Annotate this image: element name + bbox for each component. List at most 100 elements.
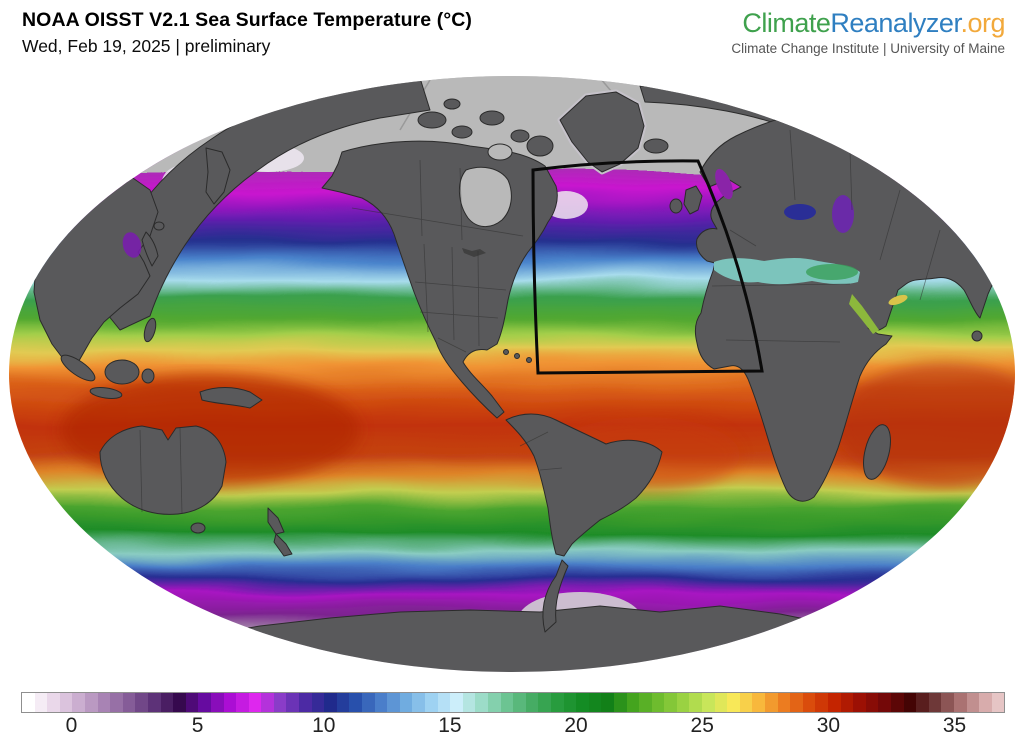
sea-ice-labrador <box>544 191 588 219</box>
colorbar-block <box>941 693 954 712</box>
japan-islands <box>141 231 159 267</box>
colorbar-block <box>500 693 514 712</box>
colorbar-block <box>802 693 816 712</box>
colorbar-tick-label: 30 <box>816 714 841 737</box>
sea-mediterranean <box>714 257 860 285</box>
colorbar-block <box>865 693 879 712</box>
greenland-ice-fringe <box>557 89 647 175</box>
colorbar-block <box>777 693 791 712</box>
ice-shelf-ross <box>325 618 475 650</box>
sea-black <box>784 204 816 220</box>
colorbar-block <box>538 693 551 712</box>
site-logo[interactable]: ClimateReanalyzer.org Climate Change Ins… <box>731 8 1005 56</box>
colorbar-block <box>790 693 803 712</box>
colorbar-block <box>160 693 174 712</box>
colorbar-block <box>72 693 85 712</box>
greenland <box>559 91 645 173</box>
colorbar-block <box>374 693 388 712</box>
graticule-line <box>599 77 641 126</box>
colorbar-block <box>173 693 186 712</box>
sri-lanka <box>971 330 983 342</box>
sea-ice-bering <box>232 144 304 172</box>
colorbar-tick-label: 15 <box>438 714 462 737</box>
header: NOAA OISST V2.1 Sea Surface Temperature … <box>22 9 472 57</box>
colorbar-block <box>59 693 73 712</box>
colorbar-block <box>676 693 690 712</box>
colorbar-block <box>916 693 929 712</box>
colorbar-block <box>689 693 703 712</box>
great-lakes <box>462 248 486 257</box>
colorbar <box>21 692 1005 713</box>
country-borders <box>139 129 941 515</box>
colorbar-tick-label: 5 <box>191 714 204 737</box>
colorbar-block <box>299 693 312 712</box>
colorbar-block <box>613 693 627 712</box>
date-subtitle: Wed, Feb 19, 2025 | preliminary <box>22 36 271 56</box>
colorbar-block <box>236 693 249 712</box>
region-highlight-box <box>531 159 764 375</box>
colorbar-block <box>714 693 728 712</box>
warm-band-south-atlantic <box>550 417 740 493</box>
colorbar-block <box>437 693 451 712</box>
graticule-line <box>399 79 431 131</box>
colorbar-block <box>563 693 577 712</box>
arctic-ice-cap <box>9 76 1015 172</box>
logo-word-reanalyzer: Reanalyzer <box>830 8 961 38</box>
colorbar-block <box>928 693 942 712</box>
colorbar-block <box>966 693 980 712</box>
madagascar <box>863 424 891 480</box>
continent-antarctica <box>119 605 1001 672</box>
sea-of-japan <box>122 232 142 258</box>
sea-red <box>849 294 879 334</box>
caribbean-island <box>514 353 520 359</box>
philippines <box>143 317 157 343</box>
colorbar-tick-labels: 0 5 10 15 20 25 30 35 <box>21 714 1005 740</box>
colorbar-block <box>34 693 48 712</box>
warm-pool-west-pacific <box>60 375 360 485</box>
continent-south-america <box>505 413 663 557</box>
colorbar-tick-label: 20 <box>564 714 588 737</box>
colorbar-block <box>110 693 123 712</box>
colorbar-block <box>210 693 224 712</box>
continent-north-america <box>321 140 558 419</box>
colorbar-block <box>84 693 98 712</box>
colorbar-block <box>601 693 614 712</box>
colorbar-block <box>576 693 589 712</box>
colorbar-block <box>991 693 1005 712</box>
colorbar-block <box>525 693 539 712</box>
colorbar-block <box>626 693 640 712</box>
colorbar-block <box>651 693 665 712</box>
logo-wordmark: ClimateReanalyzer.org <box>731 8 1005 39</box>
continent-east-asia <box>33 175 159 367</box>
caribbean-island <box>526 357 532 363</box>
hudson-bay-ice <box>459 166 512 227</box>
colorbar-block <box>475 693 488 712</box>
japan-hokkaido <box>153 221 165 231</box>
colorbar-tick-label: 10 <box>312 714 336 737</box>
new-guinea <box>199 387 263 409</box>
colorbar-block <box>387 693 400 712</box>
arctic-islands <box>417 111 447 129</box>
colorbar-block <box>248 693 262 712</box>
arctic-islands <box>451 125 473 139</box>
sumatra <box>60 354 96 382</box>
colorbar-block <box>664 693 677 712</box>
colorbar-block <box>324 693 337 712</box>
iceland <box>643 138 669 154</box>
continent-northeast-asia <box>95 77 431 331</box>
colorbar-block <box>273 693 287 712</box>
colorbar-block <box>840 693 854 712</box>
colorbar-block <box>550 693 564 712</box>
colorbar-block <box>336 693 350 712</box>
colorbar-block <box>97 693 111 712</box>
colorbar-block <box>22 693 35 712</box>
continent-australia <box>99 425 227 515</box>
java <box>89 387 123 399</box>
warm-pool-indian-ocean <box>835 363 1015 487</box>
colorbar-block <box>513 693 526 712</box>
tasmania <box>190 522 206 534</box>
logo-word-climate: Climate <box>742 8 831 38</box>
foxe-basin-ice <box>487 143 513 161</box>
colorbar-block <box>47 693 60 712</box>
